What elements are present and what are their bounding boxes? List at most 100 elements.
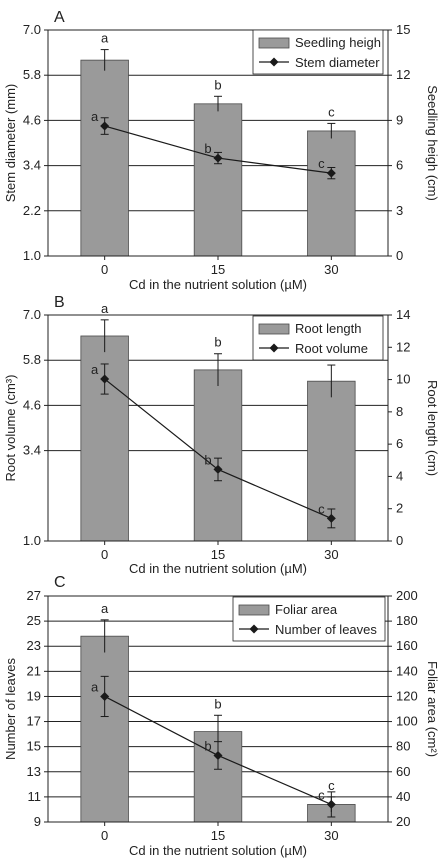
legend-box xyxy=(252,29,384,75)
right-tick-label: 6 xyxy=(396,158,403,173)
left-axis-title: Number of leaves xyxy=(3,658,18,760)
right-tick-label: 160 xyxy=(396,638,418,653)
legend-bar-swatch xyxy=(258,323,290,335)
x-axis-title: Cd in the nutrient solution (µM) xyxy=(129,843,307,858)
left-tick-label: 11 xyxy=(28,789,42,804)
right-tick-label: 180 xyxy=(396,613,418,628)
left-tick-label: 15 xyxy=(27,739,41,754)
left-tick-label: 7.0 xyxy=(23,22,41,37)
bar-significance-letter: a xyxy=(101,601,109,616)
left-axis-title: Root volume (cm³) xyxy=(3,375,18,482)
right-axis-title: Foliar area (cm²) xyxy=(425,661,438,757)
line-point xyxy=(213,750,223,760)
right-tick-label: 14 xyxy=(396,307,410,322)
line-significance-letter: c xyxy=(318,787,325,802)
left-tick-label: 13 xyxy=(27,764,41,779)
right-tick-label: 12 xyxy=(396,67,410,82)
chart-panel-a: a b c a b c 1.0 2.2 3.4 4.6 5.8 7.0 0 3 6 9 12 15 0 15 30 Ste… xyxy=(3,9,438,292)
left-tick-label: 1.0 xyxy=(23,533,41,548)
legend-bar-label: Foliar area xyxy=(275,602,338,617)
left-tick-label: 9 xyxy=(34,814,41,829)
panel-label: C xyxy=(54,574,66,591)
line-point xyxy=(326,168,336,178)
line-point xyxy=(100,374,110,384)
panel-label: A xyxy=(54,9,65,26)
left-tick-label: 1.0 xyxy=(23,248,41,263)
x-tick-label: 30 xyxy=(324,262,338,277)
right-tick-label: 60 xyxy=(396,764,410,779)
bar-significance-letter: b xyxy=(214,335,221,350)
line-significance-letter: a xyxy=(91,362,99,377)
line-significance-letter: b xyxy=(204,452,211,467)
left-tick-label: 4.6 xyxy=(23,112,41,127)
right-tick-label: 20 xyxy=(396,814,410,829)
right-tick-label: 8 xyxy=(396,404,403,419)
bar-significance-letter: a xyxy=(101,301,109,316)
line-significance-letter: b xyxy=(204,738,211,753)
panel-label: B xyxy=(54,294,65,311)
right-tick-label: 140 xyxy=(396,663,418,678)
right-tick-label: 2 xyxy=(396,501,403,516)
line-point xyxy=(213,153,223,163)
legend-line-marker xyxy=(269,343,279,353)
bar-30 xyxy=(307,130,356,257)
bar-significance-letter: b xyxy=(214,696,221,711)
bar-0 xyxy=(80,59,129,257)
line-significance-letter: c xyxy=(318,156,325,171)
right-tick-label: 100 xyxy=(396,714,418,729)
right-tick-label: 200 xyxy=(396,588,418,603)
legend-bar-label: Root length xyxy=(295,321,362,336)
chart-panel-c: a b c a b c 9 11 13 15 17 19 21 23 25 27 20 40 60 80 100 120 1… xyxy=(3,574,438,858)
left-tick-label: 25 xyxy=(27,613,41,628)
x-tick-label: 30 xyxy=(324,828,338,843)
right-tick-label: 15 xyxy=(396,22,410,37)
legend-line-marker xyxy=(249,624,259,634)
right-tick-label: 3 xyxy=(396,203,403,218)
x-tick-label: 15 xyxy=(211,547,225,562)
right-tick-label: 6 xyxy=(396,436,403,451)
bar-significance-letter: c xyxy=(328,778,335,793)
right-tick-label: 10 xyxy=(396,372,410,387)
left-tick-label: 5.8 xyxy=(23,67,41,82)
left-axis-title: Stem diameter (mm) xyxy=(3,84,18,202)
line-significance-letter: a xyxy=(91,109,99,124)
left-tick-label: 21 xyxy=(27,663,41,678)
line-significance-letter: a xyxy=(91,679,99,694)
x-tick-label: 0 xyxy=(101,547,108,562)
left-tick-label: 17 xyxy=(27,714,41,729)
x-tick-label: 0 xyxy=(101,262,108,277)
x-tick-label: 15 xyxy=(211,828,225,843)
x-axis-title: Cd in the nutrient solution (µM) xyxy=(129,561,307,576)
line-significance-letter: c xyxy=(318,501,325,516)
left-tick-label: 27 xyxy=(27,588,41,603)
right-tick-label: 12 xyxy=(396,339,410,354)
bar-significance-letter: c xyxy=(328,104,335,119)
left-tick-label: 7.0 xyxy=(23,307,41,322)
legend-line-label: Stem diameter xyxy=(295,55,380,70)
bar-0 xyxy=(80,635,129,823)
right-tick-label: 9 xyxy=(396,112,403,127)
right-tick-label: 80 xyxy=(396,739,410,754)
right-tick-label: 40 xyxy=(396,789,410,804)
right-tick-label: 0 xyxy=(396,533,403,548)
legend-line-label: Number of leaves xyxy=(275,622,377,637)
line-point xyxy=(100,121,110,131)
legend-bar-swatch xyxy=(238,604,270,616)
left-tick-label: 3.4 xyxy=(23,443,41,458)
left-tick-label: 4.6 xyxy=(23,397,41,412)
left-tick-label: 23 xyxy=(27,638,41,653)
line-point xyxy=(326,513,336,523)
bar-15 xyxy=(193,369,243,542)
line-point xyxy=(100,691,110,701)
line-significance-letter: b xyxy=(204,141,211,156)
left-tick-label: 19 xyxy=(27,688,41,703)
legend-bar-label: Seedling heigh xyxy=(295,35,381,50)
line-point xyxy=(326,799,336,809)
chart-panel-b: abbabc1.03.44.65.87.00246810121401530Roo… xyxy=(3,294,438,576)
x-tick-label: 0 xyxy=(101,828,108,843)
x-axis-title: Cd in the nutrient solution (µM) xyxy=(129,277,307,292)
right-axis-title: Root length (cm) xyxy=(425,380,438,476)
legend-bar-swatch xyxy=(258,37,290,49)
right-axis-title: Seedling heigh (cm) xyxy=(425,85,438,201)
